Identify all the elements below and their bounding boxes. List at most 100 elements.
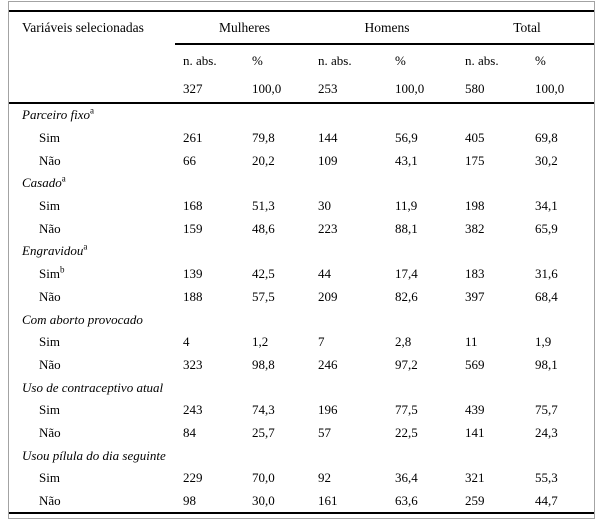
subheader-total-nabs: n. abs.	[465, 52, 499, 68]
table-cell: 4	[183, 334, 190, 350]
table-cell: 31,6	[535, 266, 558, 282]
table-cell: 161	[318, 493, 338, 509]
table-cell: 11	[465, 334, 478, 350]
table-cell: 1,9	[535, 334, 552, 350]
table-cell: 109	[318, 152, 338, 168]
table-cell: 51,3	[252, 198, 275, 214]
table-cell: 88,1	[395, 220, 418, 236]
table-cell: 259	[465, 493, 485, 509]
table-cell: 98,8	[252, 356, 275, 372]
header-bottom-rule	[9, 102, 594, 104]
subheader-homens-nabs: n. abs.	[318, 52, 352, 68]
footnote-marker: a	[61, 174, 66, 185]
table-cell: 70,0	[252, 470, 275, 486]
data-row: Sim 4 1,2 7 2,8 11 1,9	[9, 331, 594, 354]
table-cell: 30,0	[252, 493, 275, 509]
subheader-total-pct: %	[535, 52, 546, 68]
table-cell: 92	[318, 470, 331, 486]
total-pct-total: 100,0	[535, 81, 565, 96]
table-cell: 159	[183, 220, 203, 236]
table-cell: 55,3	[535, 470, 558, 486]
row-label: Usou pílula do dia seguinte	[9, 448, 594, 464]
row-label: Engravidoua	[9, 243, 594, 259]
table-body: Parceiro fixoa Sim 261 79,8 144 56,9 405 69,8 Nã…	[9, 104, 594, 512]
group-header-total: Total	[513, 19, 541, 35]
row-label: Sim	[9, 470, 175, 486]
table-cell: 44,7	[535, 493, 558, 509]
row-label: Não	[9, 493, 175, 509]
section-row: Parceiro fixoa	[9, 104, 594, 127]
data-row: Sim 229 70,0 92 36,4 321 55,3	[9, 467, 594, 490]
table-cell: 196	[318, 402, 338, 418]
row-label-text: Sim	[39, 334, 60, 350]
row-label-text: Não	[39, 288, 61, 304]
top-rule	[9, 10, 594, 12]
table-cell: 77,5	[395, 402, 418, 418]
row-label: Não	[9, 357, 175, 373]
table-cell: 24,3	[535, 424, 558, 440]
table-cell: 66	[183, 152, 196, 168]
row-label-text: Não	[39, 220, 61, 236]
data-row: Sim 168 51,3 30 11,9 198 34,1	[9, 195, 594, 218]
row-label: Não	[9, 221, 175, 237]
header-row-measures: n. abs. % n. abs. % n. abs. %	[9, 45, 594, 76]
table-cell: 42,5	[252, 266, 275, 282]
table-cell: 569	[465, 356, 485, 372]
row-label: Não	[9, 425, 175, 441]
table-cell: 183	[465, 266, 485, 282]
row-label: Com aborto provocado	[9, 312, 594, 328]
table-cell: 223	[318, 220, 338, 236]
table-cell: 65,9	[535, 220, 558, 236]
group-header-mulheres: Mulheres	[219, 19, 270, 35]
table-cell: 22,5	[395, 424, 418, 440]
row-label-text: Usou pílula do dia seguinte	[22, 447, 166, 463]
row-label: Não	[9, 289, 175, 305]
section-row: Uso de contraceptivo atual	[9, 376, 594, 399]
row-label-text: Não	[39, 356, 61, 372]
table-cell: 168	[183, 198, 203, 214]
row-label-text: Com aborto provocado	[22, 311, 143, 327]
section-row: Usou pílula do dia seguinte	[9, 444, 594, 467]
table-cell: 188	[183, 288, 203, 304]
subheader-mulheres-pct: %	[252, 52, 263, 68]
table-cell: 75,7	[535, 402, 558, 418]
row-label-text: Sim	[39, 198, 60, 214]
table-cell: 139	[183, 266, 203, 282]
total-n-mulheres: 327	[183, 81, 203, 96]
footnote-marker: a	[83, 242, 88, 253]
footnote-marker: b	[59, 264, 65, 275]
table-cell: 17,4	[395, 266, 418, 282]
col1-header: Variáveis selecionadas	[22, 19, 144, 35]
row-label-text: Sim	[39, 266, 60, 282]
header-row-totals: 327 100,0 253 100,0 580 100,0	[9, 76, 594, 102]
section-row: Engravidoua	[9, 240, 594, 263]
table-cell: 20,2	[252, 152, 275, 168]
table-cell: 57,5	[252, 288, 275, 304]
table-cell: 63,6	[395, 493, 418, 509]
table-cell: 34,1	[535, 198, 558, 214]
table-cell: 198	[465, 198, 485, 214]
bottom-rule	[9, 512, 594, 515]
table-cell: 74,3	[252, 402, 275, 418]
table-cell: 11,9	[395, 198, 418, 214]
group-header-homens: Homens	[364, 19, 410, 35]
table-cell: 144	[318, 130, 338, 146]
table-cell: 405	[465, 130, 485, 146]
table-cell: 30,2	[535, 152, 558, 168]
table-frame: Variáveis selecionadas Mulheres Homens T…	[8, 1, 595, 519]
row-label-text: Casado	[22, 175, 62, 191]
table-cell: 261	[183, 130, 203, 146]
table-cell: 246	[318, 356, 338, 372]
row-label-text: Sim	[39, 130, 60, 146]
table-cell: 397	[465, 288, 485, 304]
data-row: Simb 139 42,5 44 17,4 183 31,6	[9, 263, 594, 286]
row-label-text: Engravidou	[22, 243, 84, 259]
data-row: Não 323 98,8 246 97,2 569 98,1	[9, 354, 594, 377]
table-cell: 25,7	[252, 424, 275, 440]
table-cell: 98	[183, 493, 196, 509]
row-label-text: Sim	[39, 470, 60, 486]
total-n-homens: 253	[318, 81, 338, 96]
table-cell: 382	[465, 220, 485, 236]
header-row-groups: Variáveis selecionadas Mulheres Homens T…	[9, 12, 594, 43]
